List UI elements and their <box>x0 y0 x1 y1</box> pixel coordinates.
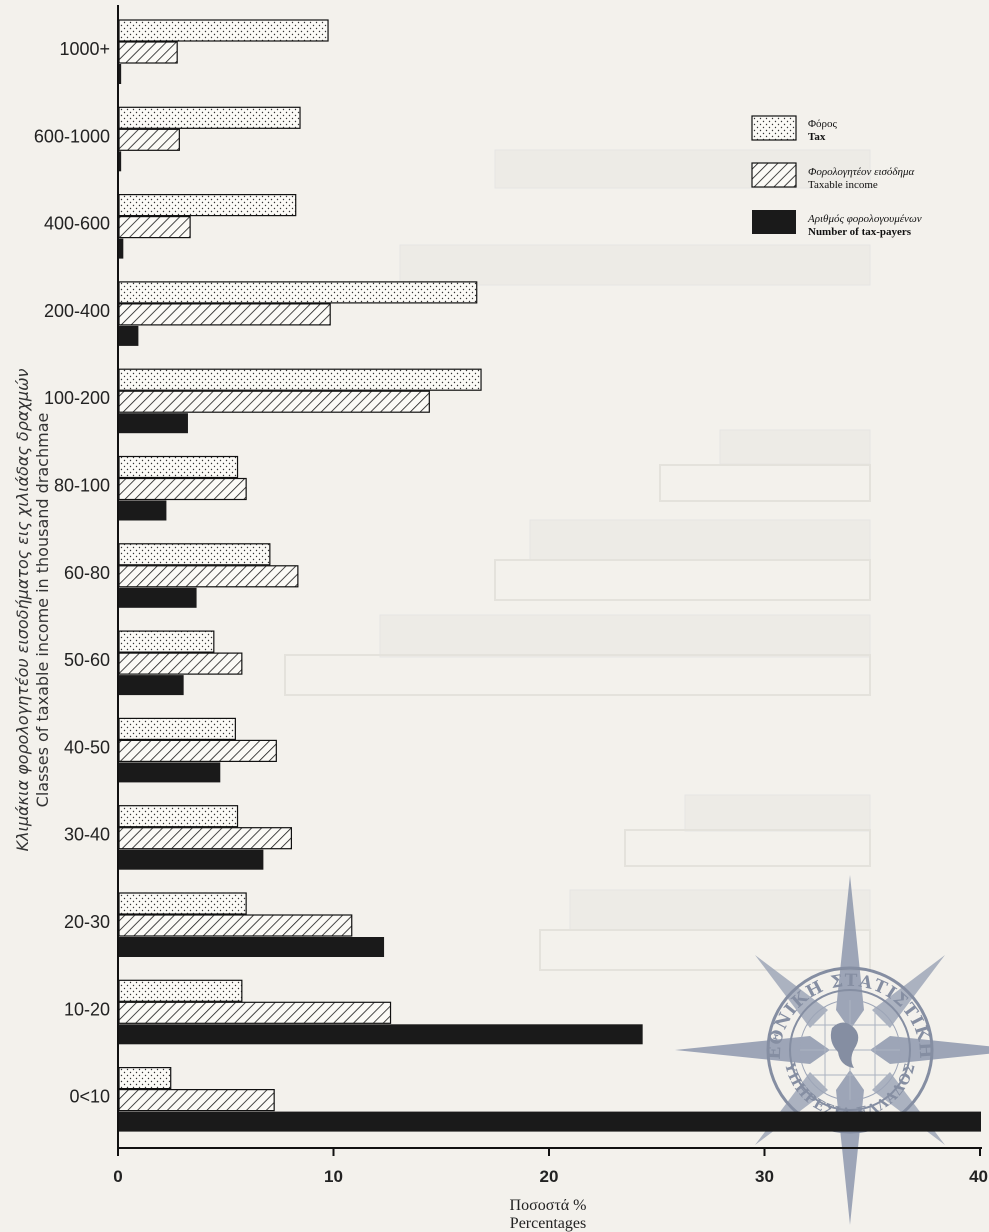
y-axis-title: Κλιμάκια φορολογητέου εισοδήματος εις χι… <box>13 369 52 852</box>
category-label: 60-80 <box>64 563 110 583</box>
bar-taxpayers-100-200 <box>119 413 188 434</box>
x-tick-label: 30 <box>755 1167 774 1186</box>
bar-taxpayers-10-20 <box>119 1024 643 1045</box>
bar-tax-30-40 <box>118 805 239 828</box>
y-axis-title-english: Classes of taxable income in thousand dr… <box>33 413 52 808</box>
bar-tax-50-60 <box>118 630 215 653</box>
x-tick-label: 0 <box>113 1167 122 1186</box>
x-ticks: 0 10 20 30 40 <box>113 1148 988 1186</box>
bar-tax-80-100 <box>118 455 239 479</box>
category-label: 100-200 <box>44 388 110 408</box>
y-axis-title-greek: Κλιμάκια φορολογητέου εισοδήματος εις χι… <box>13 369 32 852</box>
bar-taxpayers-30-40 <box>119 849 264 870</box>
bar-taxable-income-40-50 <box>118 739 277 763</box>
bleed-through <box>284 149 871 971</box>
legend-label-taxpayers-gr: Αριθμός φορολογουμένων <box>807 213 922 225</box>
bar-tax-100-200 <box>118 368 482 391</box>
legend-label-taxpayers-en: Number of tax-payers <box>808 226 912 238</box>
legend-label-tax-gr: Φόρος <box>808 118 838 130</box>
bar-taxable-income-60-80 <box>118 565 299 588</box>
category-labels: 1000+ 600-1000 400-600 200-400 100-200 80-100… <box>34 39 110 1107</box>
bar-taxable-income-400-600 <box>118 216 191 239</box>
bar-tax-200-400 <box>118 281 478 304</box>
bar-taxpayers-200-400 <box>119 325 139 346</box>
bar-taxpayers-50-60 <box>119 675 184 696</box>
bar-taxpayers-0-10 <box>119 1111 981 1132</box>
bar-tax-10-20 <box>118 979 243 1002</box>
legend-label-income-gr: Φορολογητέον εισόδημα <box>808 166 915 178</box>
legend-swatch-tax <box>751 115 797 141</box>
x-tick-label: 20 <box>540 1167 559 1186</box>
bar-taxpayers-40-50 <box>119 762 221 783</box>
bar-taxable-income-50-60 <box>118 652 243 675</box>
bar-taxpayers-400-600 <box>119 238 124 259</box>
bar-taxable-income-0-10 <box>118 1088 275 1112</box>
category-label: 200-400 <box>44 301 110 321</box>
bar-tax-1000- <box>118 19 329 42</box>
category-label: 40-50 <box>64 737 110 757</box>
category-label: 1000+ <box>59 39 110 59</box>
bar-taxable-income-80-100 <box>118 477 247 501</box>
bar-tax-400-600 <box>118 194 297 217</box>
category-label: 80-100 <box>54 476 110 496</box>
category-label: 50-60 <box>64 650 110 670</box>
bar-taxable-income-200-400 <box>118 303 331 326</box>
x-tick-label: 40 <box>969 1167 988 1186</box>
category-label: 400-600 <box>44 214 110 234</box>
x-tick-label: 10 <box>324 1167 343 1186</box>
legend-label-income-en: Taxable income <box>808 179 878 191</box>
legend-label-tax-en: Tax <box>808 131 826 143</box>
bar-taxable-income-20-30 <box>118 914 353 937</box>
legend: Φόρος Tax Φορολογητέον εισόδημα Taxable … <box>751 115 922 238</box>
legend-swatch-taxable-income <box>751 162 797 188</box>
bar-tax-60-80 <box>118 543 271 566</box>
legend-swatch-taxpayers <box>752 210 796 234</box>
category-label: 10-20 <box>64 999 110 1019</box>
bars-group <box>118 19 981 1132</box>
bar-taxable-income-100-200 <box>118 390 430 413</box>
bar-taxable-income-600-1000 <box>118 128 180 151</box>
bar-tax-600-1000 <box>118 106 301 129</box>
x-axis-title-greek: Ποσοστά % <box>510 1197 587 1214</box>
category-label: 20-30 <box>64 912 110 932</box>
bar-taxpayers-60-80 <box>119 587 197 608</box>
bar-taxpayers-20-30 <box>119 937 385 957</box>
bar-tax-40-50 <box>118 717 236 741</box>
x-axis-title-english: Percentages <box>510 1215 586 1232</box>
category-label: 30-40 <box>64 825 110 845</box>
bar-taxpayers-1000- <box>119 64 122 84</box>
bar-taxpayers-600-1000 <box>119 151 122 172</box>
bar-taxable-income-10-20 <box>118 1001 392 1024</box>
bar-taxpayers-80-100 <box>119 500 167 521</box>
category-label: 0<10 <box>69 1087 110 1107</box>
bar-taxable-income-1000- <box>118 41 178 64</box>
bar-tax-20-30 <box>118 892 247 915</box>
category-label: 600-1000 <box>34 126 110 146</box>
bar-tax-0-10 <box>118 1066 172 1090</box>
bar-taxable-income-30-40 <box>118 827 292 850</box>
